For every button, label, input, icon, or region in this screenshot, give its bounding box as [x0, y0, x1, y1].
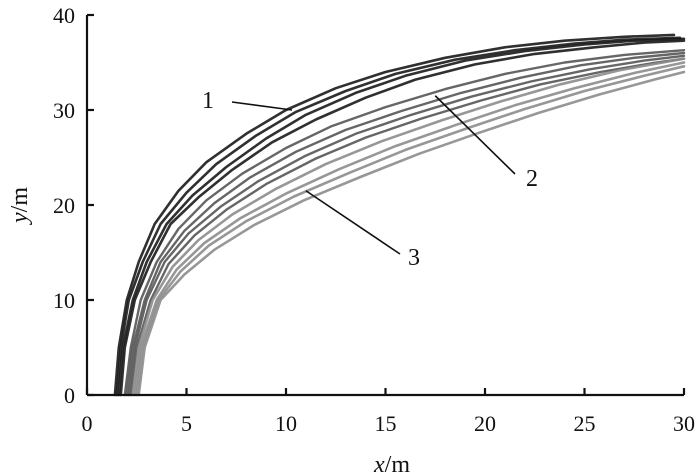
trajectory-line-group2-5 — [123, 49, 686, 397]
y-tick-label: 0 — [64, 383, 75, 408]
callout-leader-3 — [305, 190, 401, 255]
trajectory-line-group1-4 — [119, 39, 686, 397]
callout-label-2: 2 — [526, 166, 538, 192]
trajectory-line-group2-6 — [125, 51, 686, 397]
y-axis-label: y/m — [7, 187, 33, 225]
axes-layer: 0 5 10 15 20 25 30 0 10 20 30 40 — [53, 3, 695, 436]
x-tick-label: 20 — [474, 411, 496, 436]
callout-leader-1 — [231, 101, 293, 111]
trajectory-line-group3-12 — [137, 70, 686, 397]
trajectory-line-group1-3 — [117, 37, 686, 397]
x-tick-label: 15 — [375, 411, 397, 436]
y-tick-label: 40 — [53, 3, 75, 28]
trajectory-line-group3-11 — [135, 65, 686, 397]
y-tick-label: 10 — [53, 288, 75, 313]
x-tick-label: 10 — [275, 411, 297, 436]
callout-leader-2 — [434, 95, 516, 175]
callout-label-3: 3 — [408, 245, 420, 271]
callout-layer: 1 2 3 — [202, 88, 538, 271]
trajectory-line-group2-8 — [129, 57, 686, 397]
y-tick-label: 20 — [53, 193, 75, 218]
trajectory-line-group3-9 — [131, 57, 686, 397]
x-tick-label: 30 — [673, 411, 695, 436]
x-tick-label: 5 — [181, 411, 192, 436]
x-axis-unit: /m — [385, 452, 411, 476]
x-tick-label: 25 — [574, 411, 596, 436]
callout-label-1: 1 — [202, 88, 214, 114]
y-tick-label: 30 — [53, 98, 75, 123]
x-axis-var: x — [373, 452, 385, 476]
y-axis-unit: /m — [7, 187, 33, 213]
x-tick-label: 0 — [82, 411, 93, 436]
x-axis-label: x/m — [373, 452, 410, 476]
series-layer — [113, 33, 686, 397]
y-axis-var: y — [7, 212, 33, 225]
trajectory-line-group1-2 — [115, 36, 682, 397]
trajectory-line-group1-1 — [113, 33, 676, 397]
trajectory-line-group3-10 — [133, 61, 686, 397]
trajectory-line-group2-7 — [127, 54, 686, 397]
